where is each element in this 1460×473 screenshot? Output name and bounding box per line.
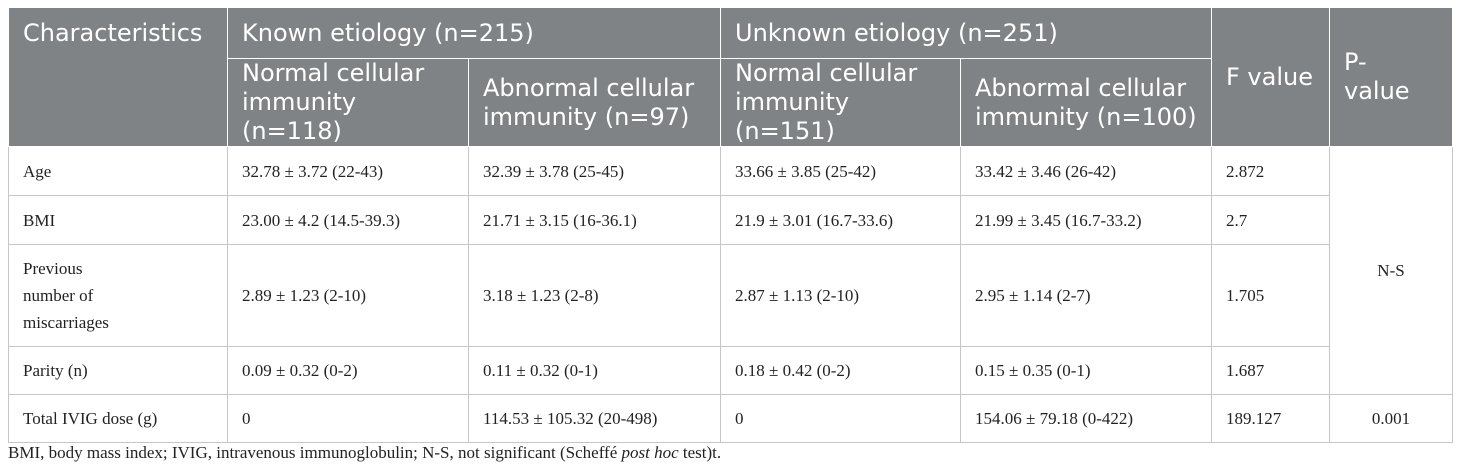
header-unknown-abnormal: Abnormal cellular immunity (n=100) <box>960 58 1212 147</box>
table-cell: 21.99 ± 3.45 (16.7-33.2) <box>960 195 1212 245</box>
table-footnote: BMI, body mass index; IVIG, intravenous … <box>8 443 721 463</box>
table-cell: 114.53 ± 105.32 (20-498) <box>468 394 721 443</box>
header-known-abnormal: Abnormal cellular immunity (n=97) <box>468 58 721 147</box>
table-cell: 21.71 ± 3.15 (16-36.1) <box>468 195 721 245</box>
table-cell: 32.39 ± 3.78 (25-45) <box>468 146 721 196</box>
table-cell: 0.11 ± 0.32 (0-1) <box>468 346 721 395</box>
row-label: Total IVIG dose (g) <box>8 394 228 443</box>
table-cell: 33.66 ± 3.85 (25-42) <box>720 146 961 196</box>
table-cell: 0 <box>720 394 961 443</box>
header-p-value: P- value <box>1329 7 1453 147</box>
p-value-cell: 0.001 <box>1329 394 1453 443</box>
table-cell: 32.78 ± 3.72 (22-43) <box>227 146 469 196</box>
table-row: Parity (n) 0.09 ± 0.32 (0-2) 0.11 ± 0.32… <box>8 346 1453 395</box>
footnote-text-end: test)t. <box>678 443 722 462</box>
table-row: Previous number of miscarriages 2.89 ± 1… <box>8 244 1453 347</box>
table-cell: 33.42 ± 3.46 (26-42) <box>960 146 1212 196</box>
row-label: Age <box>8 146 228 196</box>
header-unknown-etiology: Unknown etiology (n=251) <box>720 7 1212 59</box>
f-value-cell: 1.687 <box>1211 346 1330 395</box>
table-cell: 2.95 ± 1.14 (2-7) <box>960 244 1212 347</box>
header-unknown-normal: Normal cellular immunity (n=151) <box>720 58 961 147</box>
table-cell: 154.06 ± 79.18 (0-422) <box>960 394 1212 443</box>
table-row: Total IVIG dose (g) 0 114.53 ± 105.32 (2… <box>8 394 1453 443</box>
table-row: Age 32.78 ± 3.72 (22-43) 32.39 ± 3.78 (2… <box>8 146 1453 395</box>
table-cell: 21.9 ± 3.01 (16.7-33.6) <box>720 195 961 245</box>
table-cell: 2.87 ± 1.13 (2-10) <box>720 244 961 347</box>
row-label: Previous number of miscarriages <box>8 244 228 347</box>
table-cell: 23.00 ± 4.2 (14.5-39.3) <box>227 195 469 245</box>
table-cell: 0.09 ± 0.32 (0-2) <box>227 346 469 395</box>
header-characteristics: Characteristics <box>8 7 228 147</box>
row-label: Parity (n) <box>8 346 228 395</box>
footnote-italic: post hoc <box>621 443 679 462</box>
footnote-text: BMI, body mass index; IVIG, intravenous … <box>8 443 622 462</box>
f-value-cell: 2.872 <box>1211 146 1330 196</box>
f-value-cell: 2.7 <box>1211 195 1330 245</box>
f-value-cell: 189.127 <box>1211 394 1330 443</box>
table-cell: 0 <box>227 394 469 443</box>
header-f-value: F value <box>1211 7 1330 147</box>
row-label: BMI <box>8 195 228 245</box>
table-cell: 3.18 ± 1.23 (2-8) <box>468 244 721 347</box>
header-known-etiology: Known etiology (n=215) <box>227 7 721 59</box>
table-row: BMI 23.00 ± 4.2 (14.5-39.3) 21.71 ± 3.15… <box>8 195 1453 245</box>
table-cell: 0.15 ± 0.35 (0-1) <box>960 346 1212 395</box>
header-known-normal: Normal cellular immunity (n=118) <box>227 58 469 147</box>
table-cell: 0.18 ± 0.42 (0-2) <box>720 346 961 395</box>
p-value-merged-cell: N-S <box>1329 146 1453 395</box>
f-value-cell: 1.705 <box>1211 244 1330 347</box>
table-cell: 2.89 ± 1.23 (2-10) <box>227 244 469 347</box>
data-table: Characteristics Known etiology (n=215) U… <box>8 7 1453 443</box>
